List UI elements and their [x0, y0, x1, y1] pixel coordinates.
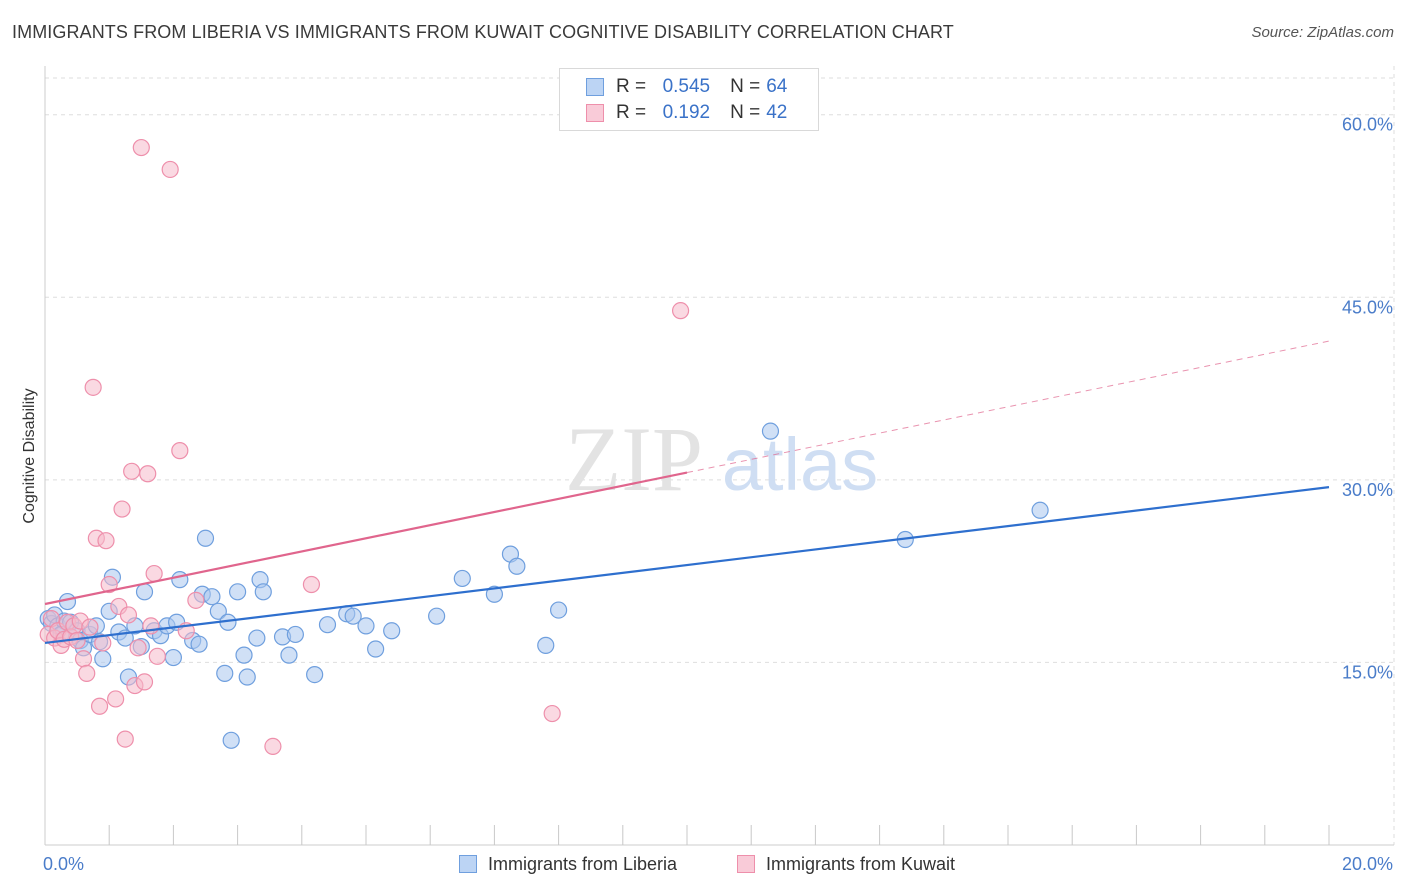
legend-r-value: 0.192	[662, 102, 711, 123]
chart-source: Source: ZipAtlas.com	[1251, 24, 1394, 41]
kuwait-point	[135, 673, 154, 691]
trend-lines	[44, 340, 1330, 645]
kuwait-point	[302, 575, 321, 594]
liberia-point	[254, 583, 272, 601]
liberia-point	[537, 636, 555, 654]
liberia-point	[549, 601, 568, 619]
trend-line-kuwait	[44, 471, 688, 606]
liberia-point	[367, 640, 385, 658]
kuwait-point	[132, 138, 150, 157]
x-tick-label: 20.0%	[1342, 854, 1393, 874]
liberia-point	[209, 602, 227, 620]
liberia-point	[280, 646, 298, 664]
bottom-legend-liberia: Immigrants from Liberia	[459, 852, 677, 876]
liberia-point	[357, 617, 375, 635]
liberia-point	[761, 422, 780, 440]
liberia-point	[216, 664, 234, 682]
kuwait-point	[116, 730, 134, 748]
kuwait-point	[107, 690, 125, 708]
liberia-point	[344, 607, 362, 625]
legend-r-label: R =	[616, 102, 647, 123]
y-axis-label: Cognitive Disability	[21, 388, 38, 523]
watermark: ZIP atlas	[565, 408, 878, 510]
kuwait-point	[123, 462, 141, 480]
kuwait-point	[543, 704, 561, 723]
kuwait-point	[129, 639, 147, 657]
kuwait-point	[171, 442, 189, 460]
legend-swatch-liberia	[586, 78, 604, 96]
liberia-point	[453, 569, 471, 588]
kuwait-point	[148, 647, 166, 665]
kuwait-point	[671, 302, 690, 320]
kuwait-point	[84, 378, 102, 396]
trend-line-liberia	[44, 486, 1330, 645]
grid-lines	[45, 66, 1395, 845]
tick-labels: 15.0% 30.0% 45.0% 60.0% 0.0% 20.0%	[43, 115, 1393, 874]
kuwait-point	[90, 697, 109, 715]
kuwait-point	[119, 606, 138, 624]
y-tick-label: 45.0%	[1342, 297, 1393, 317]
liberia-point	[222, 731, 240, 749]
legend-n-label: N =	[730, 76, 761, 97]
kuwait-point	[145, 564, 163, 583]
liberia-point	[190, 635, 208, 653]
kuwait-point	[74, 650, 93, 668]
liberia-point	[428, 607, 446, 625]
correlation-legend: R = 0.545 N = 64 R = 0.192 N = 42	[559, 68, 819, 131]
kuwait-point	[97, 532, 115, 550]
liberia-point	[286, 625, 304, 644]
liberia-point	[485, 585, 503, 603]
watermark-zip: ZIP	[565, 408, 703, 510]
liberia-point	[383, 622, 401, 640]
kuwait-point	[161, 160, 179, 179]
liberia-point	[196, 529, 215, 547]
liberia-point	[235, 646, 253, 664]
kuwait-point	[100, 575, 118, 594]
liberia-point	[135, 583, 154, 601]
liberia-point	[94, 650, 112, 668]
legend-n-label: N =	[730, 102, 761, 123]
liberia-point	[171, 571, 189, 589]
liberia-point	[164, 648, 182, 667]
legend-n-value: 64	[766, 76, 788, 97]
y-tick-label: 30.0%	[1342, 480, 1393, 500]
axes	[44, 66, 1394, 846]
liberia-point	[508, 557, 526, 575]
legend-row-kuwait: R = 0.192 N = 42	[586, 101, 787, 125]
bottom-legend-swatch-kuwait	[737, 855, 755, 873]
bottom-legend-label-kuwait: Immigrants from Kuwait	[766, 853, 956, 874]
kuwait-point	[81, 618, 99, 636]
legend-r-label: R =	[616, 76, 647, 97]
legend-swatch-kuwait	[586, 104, 604, 122]
legend-n-value: 42	[766, 102, 788, 123]
liberia-point	[306, 665, 324, 684]
kuwait-point	[139, 465, 157, 483]
bottom-legend-swatch-liberia	[459, 855, 477, 873]
y-tick-label: 60.0%	[1342, 115, 1393, 135]
legend-row-liberia: R = 0.545 N = 64	[586, 75, 787, 99]
bottom-legend-kuwait: Immigrants from Kuwait	[737, 852, 955, 876]
series-liberia-points	[39, 422, 1049, 749]
liberia-point	[229, 583, 247, 601]
bottom-legend-label-liberia: Immigrants from Liberia	[488, 853, 678, 874]
liberia-point	[238, 668, 256, 686]
liberia-point	[318, 616, 337, 634]
kuwait-point	[78, 664, 96, 682]
kuwait-point	[264, 737, 282, 756]
legend-r-value: 0.545	[662, 76, 711, 97]
y-tick-label: 15.0%	[1342, 662, 1393, 682]
x-tick-label: 0.0%	[43, 854, 84, 874]
kuwait-point	[113, 500, 131, 518]
liberia-point	[248, 629, 266, 647]
kuwait-point	[187, 591, 205, 609]
liberia-point	[203, 588, 221, 606]
watermark-atlas: atlas	[722, 423, 878, 506]
chart-title: IMMIGRANTS FROM LIBERIA VS IMMIGRANTS FR…	[12, 22, 954, 42]
liberia-point	[1031, 501, 1049, 519]
